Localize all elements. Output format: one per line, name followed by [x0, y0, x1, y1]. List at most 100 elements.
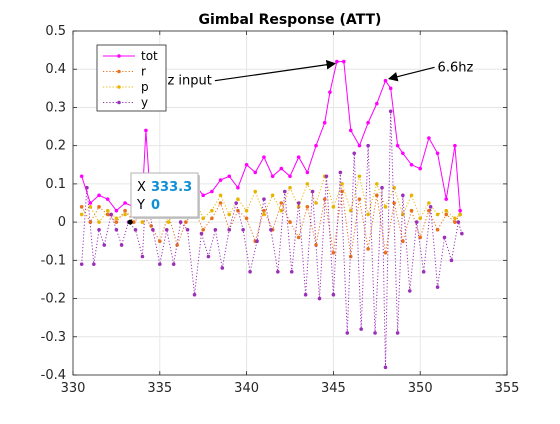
legend-label-r: r: [141, 65, 146, 79]
data-point-tot: [335, 60, 339, 64]
y-tick-label: -0.4: [41, 368, 66, 383]
data-point-y: [318, 297, 322, 301]
data-point-r: [332, 251, 336, 255]
data-point-y: [325, 174, 329, 178]
data-point-r: [80, 205, 84, 209]
data-point-p: [384, 205, 388, 209]
data-point-tot: [236, 186, 240, 190]
x-tick-label: 330: [61, 381, 86, 396]
data-point-p: [210, 209, 214, 213]
data-point-tot: [123, 201, 127, 205]
data-point-y: [262, 197, 266, 201]
data-point-tot: [144, 129, 148, 133]
data-point-r: [210, 216, 214, 220]
data-point-p: [427, 201, 431, 205]
data-point-y: [345, 331, 349, 335]
data-point-tot: [427, 136, 431, 140]
data-point-y: [200, 232, 204, 236]
data-point-r: [288, 220, 292, 224]
data-point-r: [158, 239, 162, 243]
data-point-r: [175, 243, 179, 247]
data-point-tot: [342, 60, 346, 64]
data-point-y: [141, 255, 145, 259]
data-point-p: [167, 220, 171, 224]
data-point-y: [297, 201, 301, 205]
datatip-y-label: Y: [136, 198, 145, 213]
data-point-r: [123, 209, 127, 213]
data-point-tot: [297, 155, 301, 159]
data-point-y: [429, 205, 433, 209]
data-point-y: [290, 270, 294, 274]
data-point-p: [288, 186, 292, 190]
data-point-y: [109, 213, 113, 217]
data-point-y: [304, 293, 308, 297]
data-point-r: [436, 228, 440, 232]
y-tick-label: 0.1: [45, 177, 66, 192]
data-point-p: [97, 220, 101, 224]
x-tick-label: 345: [321, 381, 346, 396]
data-point-p: [80, 213, 84, 217]
data-point-tot: [328, 90, 332, 94]
y-tick-label: 0: [58, 215, 66, 230]
data-point-p: [458, 213, 462, 217]
data-point-r: [219, 201, 223, 205]
data-point-r: [358, 197, 362, 201]
data-point-r: [375, 194, 379, 198]
data-point-r: [297, 236, 301, 240]
datatip-x-label: X: [137, 180, 146, 195]
data-point-y: [401, 194, 405, 198]
datatip-x-value: 333.3: [151, 180, 192, 195]
data-point-tot: [80, 174, 84, 178]
data-point-y: [332, 293, 336, 297]
data-point-tot: [358, 144, 362, 148]
data-point-tot: [410, 163, 414, 167]
data-point-tot: [314, 144, 318, 148]
data-point-p: [123, 213, 127, 217]
data-point-p: [306, 182, 310, 186]
data-point-tot: [106, 197, 110, 201]
data-point-y: [422, 270, 426, 274]
datatip-y-value: 0: [151, 198, 160, 213]
data-point-r: [366, 247, 370, 251]
data-point-p: [314, 201, 318, 205]
data-point-r: [115, 220, 119, 224]
legend-label-p: p: [141, 80, 149, 94]
x-tick-label: 355: [495, 381, 520, 396]
data-point-tot: [384, 79, 388, 83]
legend-label-tot: tot: [141, 49, 158, 63]
data-point-r: [280, 201, 284, 205]
data-point-y: [276, 270, 280, 274]
data-point-tot: [115, 209, 119, 213]
datatip[interactable]: X 333.3 Y 0: [128, 173, 200, 225]
data-point-tot: [262, 155, 266, 159]
annotation-text: 6.6hz: [438, 60, 474, 75]
y-tick-label: 0.2: [45, 139, 66, 154]
data-point-y: [151, 228, 155, 232]
data-point-p: [227, 213, 231, 217]
data-point-y: [408, 289, 412, 293]
legend: totrpy: [97, 45, 166, 111]
data-point-y: [443, 236, 447, 240]
data-point-p: [410, 194, 414, 198]
data-point-r: [306, 205, 310, 209]
data-point-y: [269, 228, 273, 232]
data-point-y: [415, 220, 419, 224]
data-point-y: [255, 239, 259, 243]
data-point-r: [184, 220, 188, 224]
data-point-y: [220, 266, 224, 270]
data-point-tot: [401, 152, 405, 156]
data-point-r: [106, 213, 110, 217]
data-point-tot: [389, 87, 393, 91]
data-point-p: [106, 209, 110, 213]
data-point-r: [453, 220, 457, 224]
data-point-tot: [288, 174, 292, 178]
y-tick-label: -0.3: [41, 330, 66, 345]
data-point-r: [392, 201, 396, 205]
data-point-tot: [396, 144, 400, 148]
data-point-p: [418, 216, 422, 220]
data-point-y: [97, 228, 101, 232]
data-point-y: [396, 331, 400, 335]
data-point-tot: [280, 167, 284, 171]
y-tick-label: 0.4: [45, 62, 66, 77]
